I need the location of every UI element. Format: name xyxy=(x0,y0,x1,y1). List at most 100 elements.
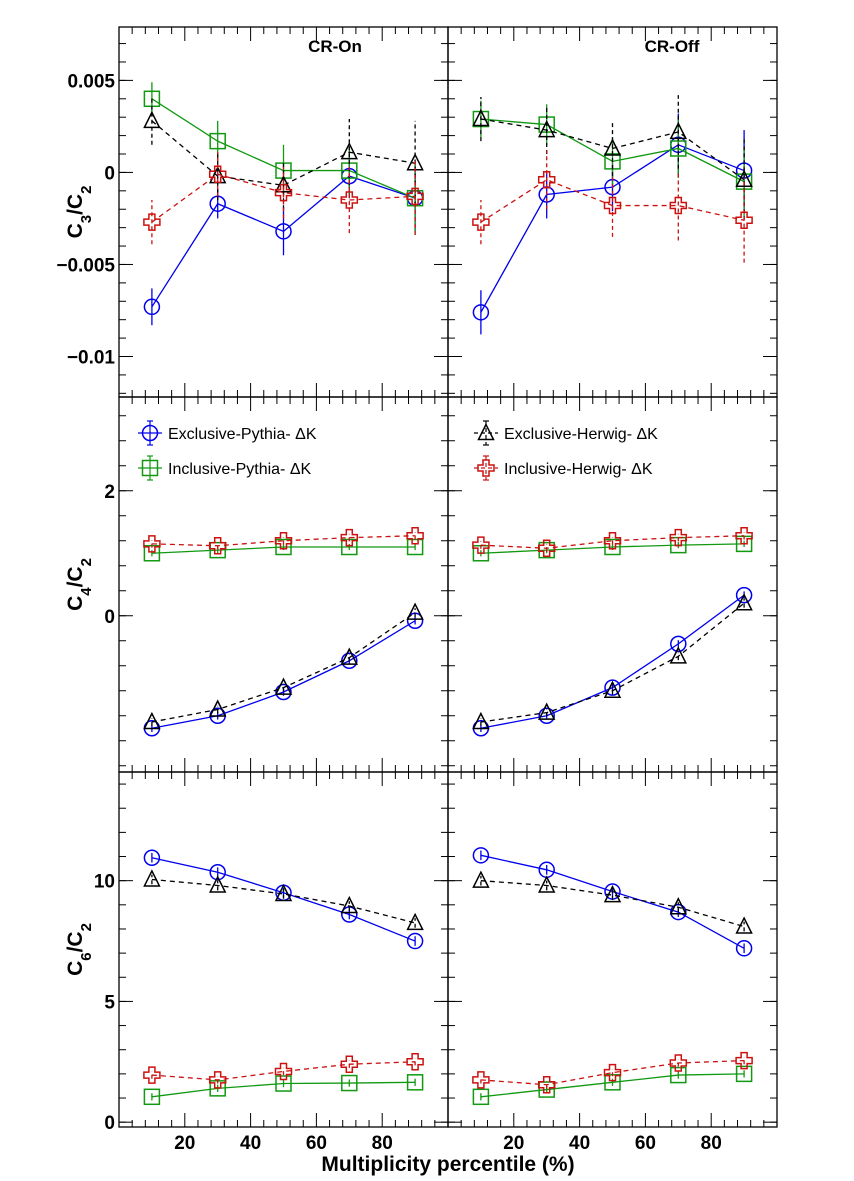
series-circle xyxy=(143,849,424,950)
data-point xyxy=(735,940,753,957)
data-point xyxy=(406,527,424,545)
data-point xyxy=(208,699,227,717)
x-axis-title: Multiplicity percentile (%) xyxy=(321,1153,574,1176)
series-cross xyxy=(472,150,753,263)
series-triangle xyxy=(143,602,424,730)
data-point xyxy=(735,586,753,604)
panel-frame xyxy=(118,396,449,773)
data-point xyxy=(472,870,490,888)
data-point xyxy=(340,895,359,914)
y-tick-label: 0 xyxy=(104,607,115,628)
data-point xyxy=(274,183,293,202)
series-line xyxy=(480,535,745,549)
data-point xyxy=(735,916,753,934)
data-point xyxy=(143,849,161,866)
data-point xyxy=(472,711,490,730)
series-cross xyxy=(143,1053,424,1089)
data-point xyxy=(669,528,688,547)
y-tick-label: 5 xyxy=(104,992,115,1013)
data-point xyxy=(537,875,556,893)
data-point xyxy=(735,1065,753,1083)
series-triangle xyxy=(472,95,753,221)
data-point xyxy=(669,646,688,664)
panel-r2-c1: 20 40 60 80 xyxy=(447,771,778,1154)
data-point xyxy=(341,1074,358,1092)
data-point xyxy=(603,532,622,550)
data-point xyxy=(209,863,226,881)
legend-label: Exclusive-Pythia- ΔK xyxy=(168,426,317,443)
legend-label: Inclusive-Herwig- ΔK xyxy=(504,461,653,478)
data-point xyxy=(143,298,161,316)
panel-label: CR-On xyxy=(308,37,362,56)
data-point xyxy=(143,213,161,231)
series-line xyxy=(151,535,416,547)
data-point xyxy=(472,1088,490,1106)
legend-entry: Inclusive-Pythia- ΔK xyxy=(138,455,312,481)
data-point xyxy=(406,912,424,931)
data-point xyxy=(472,847,490,864)
data-point xyxy=(406,1053,424,1071)
data-point xyxy=(735,593,753,611)
series-line xyxy=(151,1061,416,1081)
y-axis-title-slash: /C xyxy=(64,931,87,952)
data-point xyxy=(735,211,753,230)
data-point xyxy=(669,1054,688,1072)
data-point xyxy=(143,1066,161,1084)
legend: Exclusive-Pythia- ΔK Inclusive-Pythia- ΔK… xyxy=(138,420,658,481)
data-point xyxy=(472,108,490,127)
data-point xyxy=(537,171,556,189)
data-point xyxy=(406,1074,424,1091)
y-axis-title: C4/C2 xyxy=(64,558,95,611)
data-point xyxy=(208,537,227,555)
series-cross xyxy=(143,152,424,245)
data-point xyxy=(472,536,490,554)
data-point xyxy=(340,141,359,160)
data-point xyxy=(143,869,161,887)
y-axis-title-num: 3 xyxy=(78,215,95,223)
data-point xyxy=(603,138,622,156)
data-point xyxy=(406,187,424,206)
series-cross xyxy=(472,1051,753,1094)
data-point xyxy=(274,677,293,695)
data-point xyxy=(735,527,753,545)
panel-r1-c1 xyxy=(447,396,778,773)
data-point xyxy=(275,1075,292,1092)
y-axis-title-sub: 2 xyxy=(78,923,95,931)
legend-marker xyxy=(141,424,159,442)
series-square xyxy=(472,1065,753,1106)
y-axis-title-main: C xyxy=(64,961,87,976)
data-point xyxy=(669,121,688,140)
legend-entry: Exclusive-Herwig- ΔK xyxy=(474,420,658,446)
panel-r0-c0: 0.005 0 −0.005 −0.01 CR-On xyxy=(56,26,449,398)
data-point xyxy=(208,1071,227,1089)
data-point xyxy=(208,165,227,184)
data-point xyxy=(340,647,359,665)
data-point xyxy=(670,1066,687,1084)
data-point xyxy=(603,1063,622,1082)
data-point xyxy=(143,1088,161,1106)
data-point xyxy=(604,679,621,696)
panel-frame xyxy=(447,396,778,773)
y-tick-label: 10 xyxy=(94,872,115,893)
y-tick-label: 0 xyxy=(104,163,115,184)
series-line xyxy=(480,594,745,729)
data-point xyxy=(538,707,555,724)
legend-entry: Inclusive-Herwig- ΔK xyxy=(474,455,653,481)
data-point xyxy=(340,191,359,209)
panel-label: CR-Off xyxy=(645,37,700,56)
series-line xyxy=(151,612,416,723)
x-tick-label: 60 xyxy=(635,1133,656,1154)
x-tick-label: 80 xyxy=(372,1133,393,1154)
x-tick-label: 40 xyxy=(240,1133,261,1154)
data-point xyxy=(209,132,226,150)
data-point xyxy=(275,223,292,240)
series-triangle xyxy=(143,869,424,931)
series-circle xyxy=(472,586,753,737)
data-point xyxy=(537,1075,556,1094)
data-point xyxy=(537,539,556,557)
panel-r0-c1: CR-Off xyxy=(447,26,778,398)
panel-r2-c0: 10 5 0 20 40 60 80 xyxy=(94,771,449,1154)
data-point xyxy=(538,1081,555,1098)
series-line xyxy=(480,602,745,723)
